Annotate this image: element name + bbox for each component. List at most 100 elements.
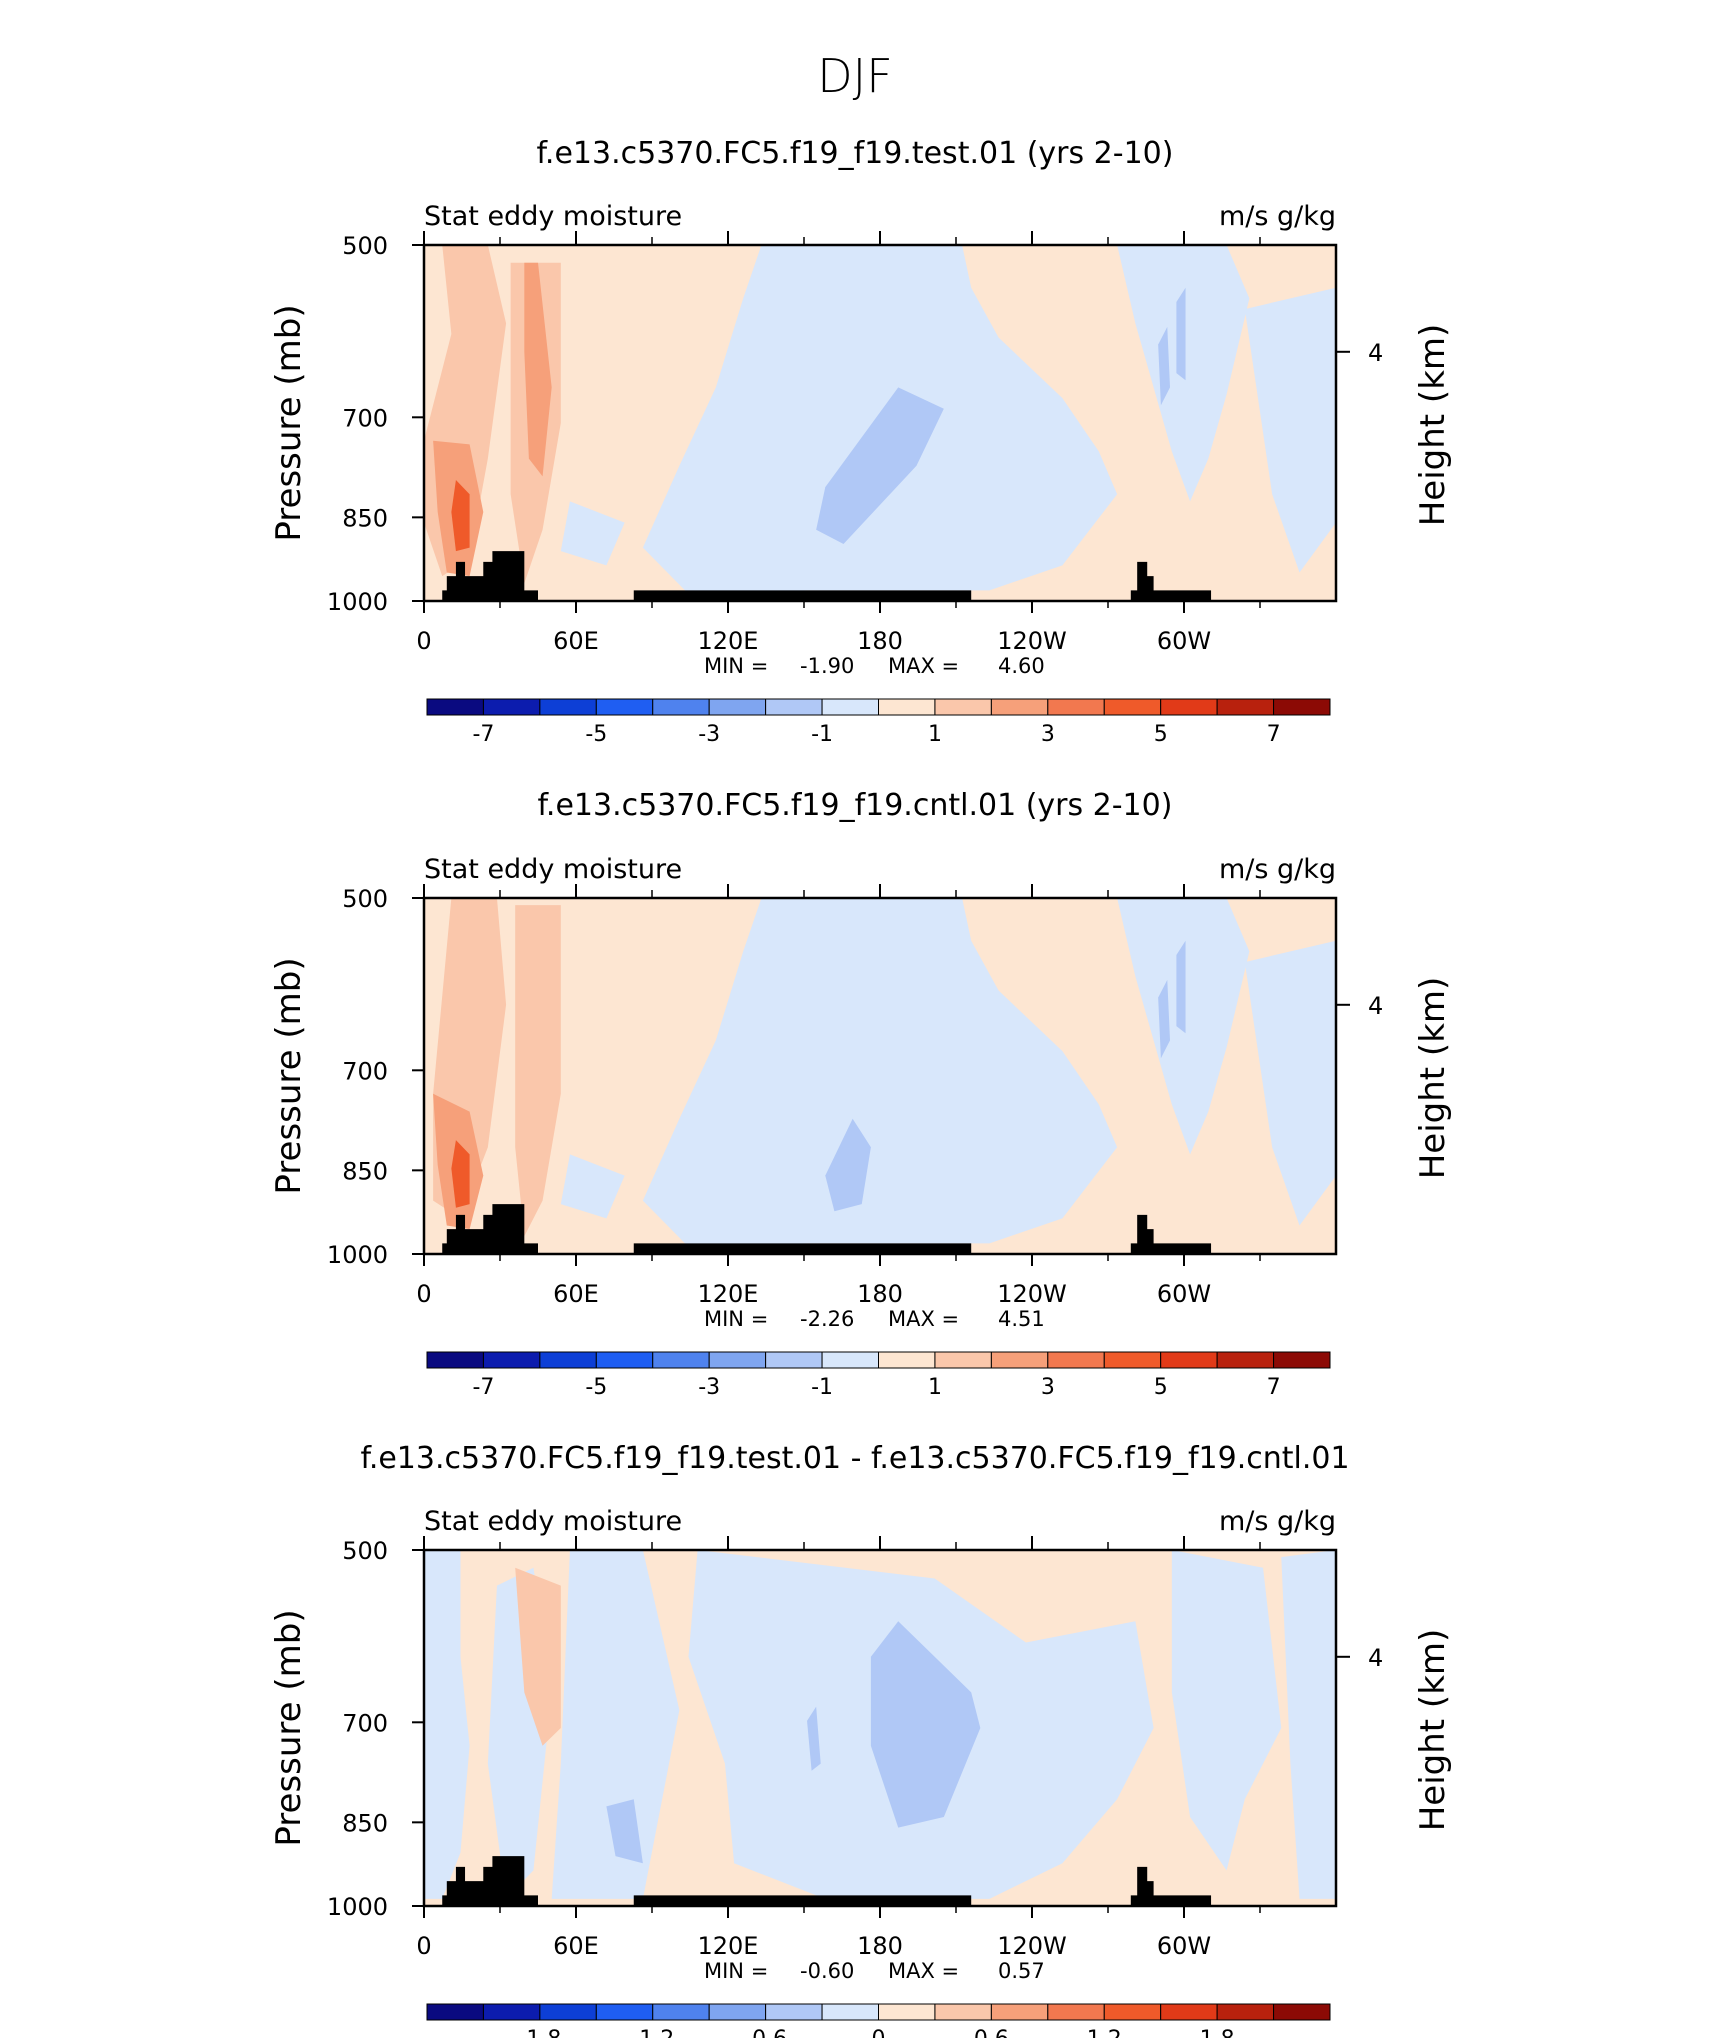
contour-region — [560, 501, 625, 566]
contour-region — [515, 905, 561, 1237]
y2-axis-label: Height (km) — [1413, 1629, 1453, 1832]
y-tick-label: 1000 — [327, 588, 388, 616]
contour-region — [1171, 1550, 1282, 1871]
x-tick-label: 0 — [416, 627, 431, 655]
x-tick-label: 60E — [553, 627, 599, 655]
colorbar-box — [1103, 1351, 1162, 1369]
terrain-mask — [633, 590, 972, 601]
y-tick-label: 500 — [342, 232, 388, 260]
contour-region — [1158, 326, 1171, 406]
x-tick-label: 120W — [997, 627, 1067, 655]
colorbar-label: -1 — [811, 1375, 833, 1400]
y2-tick-label: 4 — [1368, 339, 1383, 367]
contour-region — [1176, 287, 1186, 381]
y2-axis-label: Height (km) — [1413, 977, 1453, 1180]
colorbar-box — [1103, 698, 1162, 716]
colorbar-label: -0.6 — [744, 2027, 787, 2038]
y-tick-label: 850 — [342, 1157, 388, 1185]
colorbar-box — [426, 698, 484, 716]
y-axis-label: Pressure (mb) — [269, 1609, 309, 1846]
colorbar-box — [1047, 2003, 1105, 2021]
right-label: m/s g/kg — [1219, 1506, 1336, 1537]
min-label: MIN = — [704, 1307, 768, 1331]
colorbar-label: -7 — [472, 1375, 494, 1400]
y-tick-label: 850 — [342, 504, 388, 532]
terrain-mask — [442, 1204, 538, 1254]
chart-panel-2: f.e13.c5370.FC5.f19_f19.cntl.01 (yrs 2-1… — [269, 788, 1453, 1400]
terrain-mask — [1130, 1214, 1212, 1254]
contour-region — [807, 1706, 821, 1771]
contour-region — [642, 898, 1118, 1247]
colorbar-box — [1047, 698, 1105, 716]
contour-field — [424, 245, 1336, 601]
chart-panel-1: f.e13.c5370.FC5.f19_f19.test.01 (yrs 2-1… — [269, 136, 1453, 747]
y-axis-label: Pressure (mb) — [269, 304, 309, 541]
colorbar-box — [1216, 1351, 1275, 1369]
colorbar-box — [765, 2003, 823, 2021]
colorbar-label: 0 — [872, 2027, 886, 2038]
colorbar-box — [539, 698, 597, 716]
contour-region — [816, 387, 944, 545]
contour-region — [451, 479, 470, 552]
x-tick-label: 180 — [857, 1280, 903, 1308]
colorbar-box — [652, 698, 710, 716]
colorbar-box — [1216, 698, 1275, 716]
colorbar-box — [934, 1351, 992, 1369]
colorbar-label: 1.2 — [1087, 2027, 1122, 2038]
colorbar-label: 5 — [1154, 722, 1168, 747]
contour-region — [825, 1118, 871, 1212]
contour-region — [1244, 940, 1336, 1226]
min-value: -2.26 — [800, 1307, 854, 1331]
y-tick-label: 700 — [342, 1057, 388, 1085]
x-tick-label: 180 — [857, 1932, 903, 1960]
colorbar-box — [1273, 698, 1331, 716]
colorbar-box — [708, 2003, 767, 2021]
page-title: DJF — [817, 49, 892, 103]
y-tick-label: 1000 — [327, 1893, 388, 1921]
y-axis-label: Pressure (mb) — [269, 957, 309, 1194]
contour-region — [451, 1140, 470, 1208]
colorbar-label: -7 — [472, 722, 494, 747]
max-value: 4.60 — [998, 654, 1045, 678]
colorbar-box — [934, 2003, 992, 2021]
colorbar-box — [1160, 698, 1218, 716]
y2-tick-label: 4 — [1368, 992, 1383, 1020]
colorbar-box — [821, 1351, 879, 1369]
max-value: 0.57 — [998, 1959, 1045, 1983]
min-label: MIN = — [704, 654, 768, 678]
colorbar-label: -3 — [698, 722, 720, 747]
colorbar-box — [426, 1351, 484, 1369]
terrain-mask — [1130, 1866, 1212, 1906]
contour-field — [424, 898, 1336, 1254]
colorbar-box — [1160, 2003, 1218, 2021]
colorbar-label: -1 — [811, 722, 833, 747]
colorbar-box — [765, 698, 823, 716]
colorbar-label: 1 — [928, 1375, 942, 1400]
colorbar-box — [652, 1351, 710, 1369]
colorbar-box — [878, 698, 936, 716]
colorbar-box — [652, 2003, 710, 2021]
x-tick-label: 0 — [416, 1932, 431, 1960]
x-tick-label: 120W — [997, 1932, 1067, 1960]
colorbar-label: -3 — [698, 1375, 720, 1400]
x-tick-label: 60W — [1157, 1932, 1211, 1960]
contour-region — [1244, 287, 1336, 573]
y-tick-label: 700 — [342, 404, 388, 432]
colorbar-box — [539, 1351, 597, 1369]
colorbar-label: 1 — [928, 722, 942, 747]
colorbar-label: 1.8 — [1200, 2027, 1235, 2038]
colorbar-box — [821, 2003, 879, 2021]
terrain-mask — [633, 1243, 972, 1254]
colorbar-box — [708, 1351, 767, 1369]
colorbar-label: 3 — [1041, 1375, 1055, 1400]
colorbar-label: -1.8 — [518, 2027, 561, 2038]
colorbar-label: 7 — [1267, 722, 1281, 747]
x-tick-label: 0 — [416, 1280, 431, 1308]
panel-title: f.e13.c5370.FC5.f19_f19.cntl.01 (yrs 2-1… — [538, 788, 1173, 823]
x-tick-label: 120E — [698, 1280, 759, 1308]
max-label: MAX = — [888, 654, 959, 678]
chart-panel-3: f.e13.c5370.FC5.f19_f19.test.01 - f.e13.… — [269, 1441, 1453, 2038]
contour-region — [560, 1154, 625, 1219]
y-tick-label: 700 — [342, 1709, 388, 1737]
